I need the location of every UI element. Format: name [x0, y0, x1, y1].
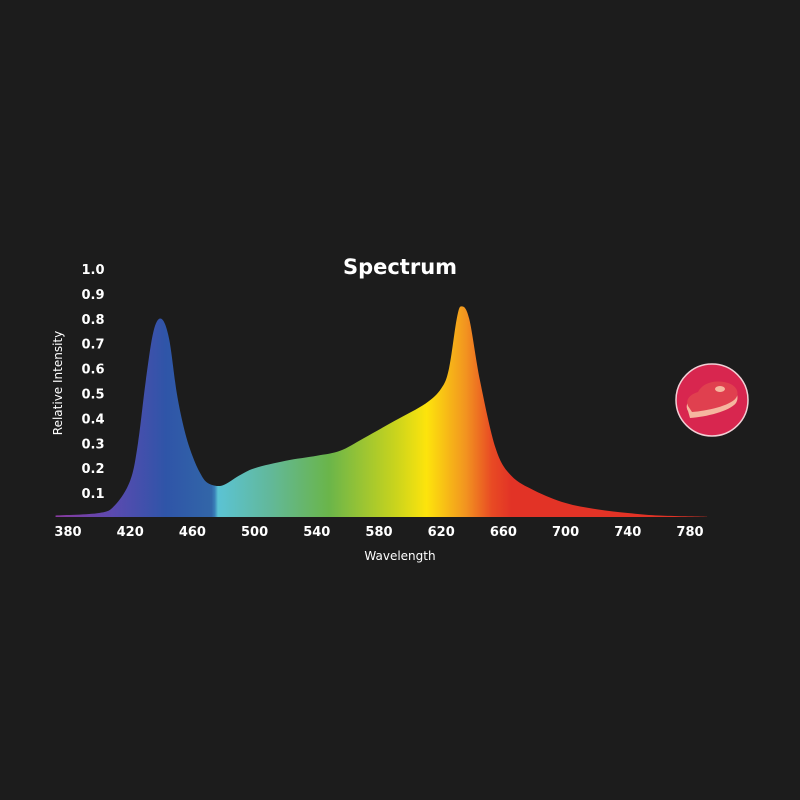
x-tick-label: 460 — [179, 525, 206, 540]
x-tick-label: 780 — [676, 525, 703, 540]
y-tick-label: 0.7 — [81, 338, 104, 353]
x-tick-label: 380 — [54, 525, 81, 540]
x-tick-label: 660 — [490, 525, 517, 540]
y-tick-label: 1.0 — [81, 263, 104, 278]
y-axis-label: Relative Intensity — [51, 331, 65, 435]
x-tick-label: 500 — [241, 525, 268, 540]
y-tick-label: 0.8 — [81, 313, 104, 328]
steak-badge — [675, 363, 749, 437]
y-tick-label: 0.5 — [81, 388, 104, 403]
y-tick-label: 0.1 — [81, 487, 104, 502]
x-tick-label: 580 — [365, 525, 392, 540]
x-axis-label: Wavelength — [364, 549, 435, 563]
x-tick-label: 700 — [552, 525, 579, 540]
x-tick-label: 420 — [117, 525, 144, 540]
steak-icon — [686, 381, 738, 418]
x-tick-label: 620 — [428, 525, 455, 540]
y-tick-label: 0.2 — [81, 462, 104, 477]
y-tick-label: 0.4 — [81, 412, 104, 427]
x-tick-label: 540 — [303, 525, 330, 540]
y-tick-label: 0.6 — [81, 363, 104, 378]
spectrum-area — [55, 306, 708, 517]
y-tick-label: 0.3 — [81, 437, 104, 452]
x-tick-label: 740 — [614, 525, 641, 540]
chart-title: Spectrum — [343, 255, 457, 279]
y-tick-label: 0.9 — [81, 288, 104, 303]
